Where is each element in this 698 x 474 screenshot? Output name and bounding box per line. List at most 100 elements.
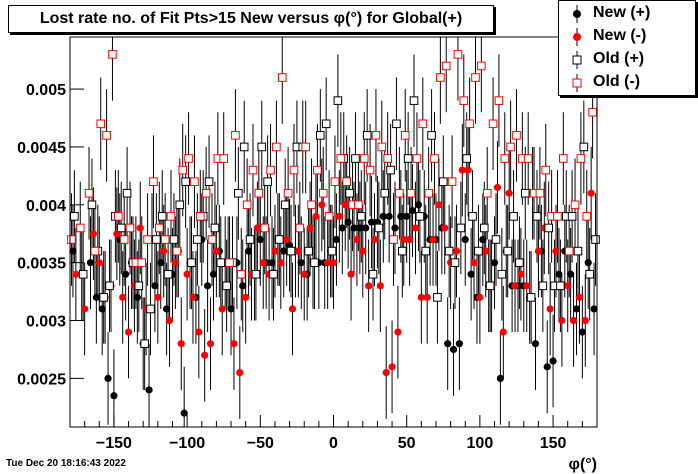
data-point	[581, 316, 589, 325]
data-point	[212, 247, 220, 255]
data-point	[122, 188, 132, 198]
data-point	[491, 235, 501, 244]
data-point	[160, 247, 168, 255]
data-point	[216, 258, 226, 267]
y-tick-label: 0.0035	[17, 256, 66, 273]
x-tick-label: 100	[467, 435, 494, 452]
data-point	[379, 212, 387, 220]
data-point	[371, 131, 381, 140]
data-point	[365, 165, 375, 175]
data-point	[365, 282, 373, 290]
data-point	[354, 200, 363, 210]
data-point	[520, 188, 530, 198]
data-point	[573, 246, 583, 256]
data-point	[268, 259, 276, 267]
data-point	[444, 246, 454, 256]
data-point	[453, 50, 463, 59]
legend-marker-open-red-square	[572, 74, 582, 92]
data-point	[567, 212, 577, 221]
data-point	[532, 212, 542, 221]
data-point	[338, 224, 346, 232]
data-point	[125, 223, 135, 233]
data-point	[403, 212, 411, 220]
data-point	[452, 247, 461, 255]
data-point	[468, 212, 477, 221]
data-point	[151, 282, 159, 290]
data-point	[477, 61, 486, 71]
data-point	[154, 293, 162, 301]
y-tick-label: 0.0045	[17, 140, 66, 157]
data-point	[166, 212, 176, 221]
data-point	[283, 188, 293, 198]
data-point	[210, 223, 220, 233]
x-axis-label: φ(°)	[569, 456, 598, 473]
data-point	[324, 259, 332, 267]
data-point	[102, 131, 111, 140]
data-point	[587, 189, 595, 197]
data-point	[467, 270, 475, 278]
data-point	[423, 293, 431, 301]
data-point	[157, 259, 165, 267]
legend-label: New (+)	[593, 4, 651, 21]
data-point	[567, 270, 575, 278]
data-point	[333, 96, 343, 105]
data-point	[87, 200, 97, 210]
data-point	[143, 235, 152, 244]
data-point	[236, 369, 244, 377]
legend: New (+) New (-) Old (+) Old (-)	[558, 0, 696, 96]
data-point	[230, 340, 238, 348]
data-point	[408, 206, 417, 215]
data-point	[157, 212, 167, 221]
data-point	[84, 188, 94, 198]
data-point	[253, 224, 261, 232]
data-point	[330, 177, 340, 186]
data-point	[332, 235, 341, 244]
data-point	[184, 154, 193, 163]
data-point	[465, 119, 474, 129]
data-point	[297, 259, 305, 267]
data-point	[552, 247, 560, 255]
data-point	[209, 270, 218, 278]
data-point	[351, 154, 360, 163]
data-point	[201, 351, 209, 359]
data-point	[493, 183, 502, 192]
data-point	[398, 246, 407, 256]
data-point	[585, 269, 594, 279]
data-point	[92, 293, 100, 301]
data-point	[239, 142, 249, 152]
data-point	[395, 188, 404, 198]
data-point	[535, 188, 545, 198]
data-point	[195, 212, 205, 221]
data-point	[497, 269, 507, 279]
data-point	[329, 259, 338, 267]
data-point	[400, 235, 408, 244]
data-point	[462, 154, 472, 163]
data-point	[403, 154, 413, 163]
legend-item-new-plus: New (+)	[559, 3, 695, 25]
data-point	[436, 73, 445, 82]
data-point	[575, 293, 584, 301]
data-point	[222, 281, 231, 291]
chart-title: Lost rate no. of Fit Pts>15 New versus φ…	[8, 5, 494, 33]
legend-marker-filled-black-circle	[573, 5, 581, 23]
data-point	[183, 270, 191, 278]
data-point	[564, 246, 574, 256]
data-point	[482, 247, 490, 255]
x-tick-label: −100	[169, 435, 205, 452]
data-point	[145, 386, 153, 394]
data-point	[569, 316, 578, 325]
data-point	[500, 154, 510, 163]
data-point	[476, 293, 484, 301]
data-point	[572, 305, 581, 313]
data-point	[242, 293, 250, 301]
data-point	[461, 235, 469, 244]
data-point	[195, 328, 203, 336]
data-point	[406, 235, 414, 244]
data-point	[263, 177, 272, 186]
data-point	[160, 235, 170, 244]
data-point	[350, 224, 358, 232]
data-point	[206, 340, 215, 348]
data-point	[531, 340, 540, 348]
data-point	[558, 316, 566, 325]
data-point	[347, 270, 355, 278]
